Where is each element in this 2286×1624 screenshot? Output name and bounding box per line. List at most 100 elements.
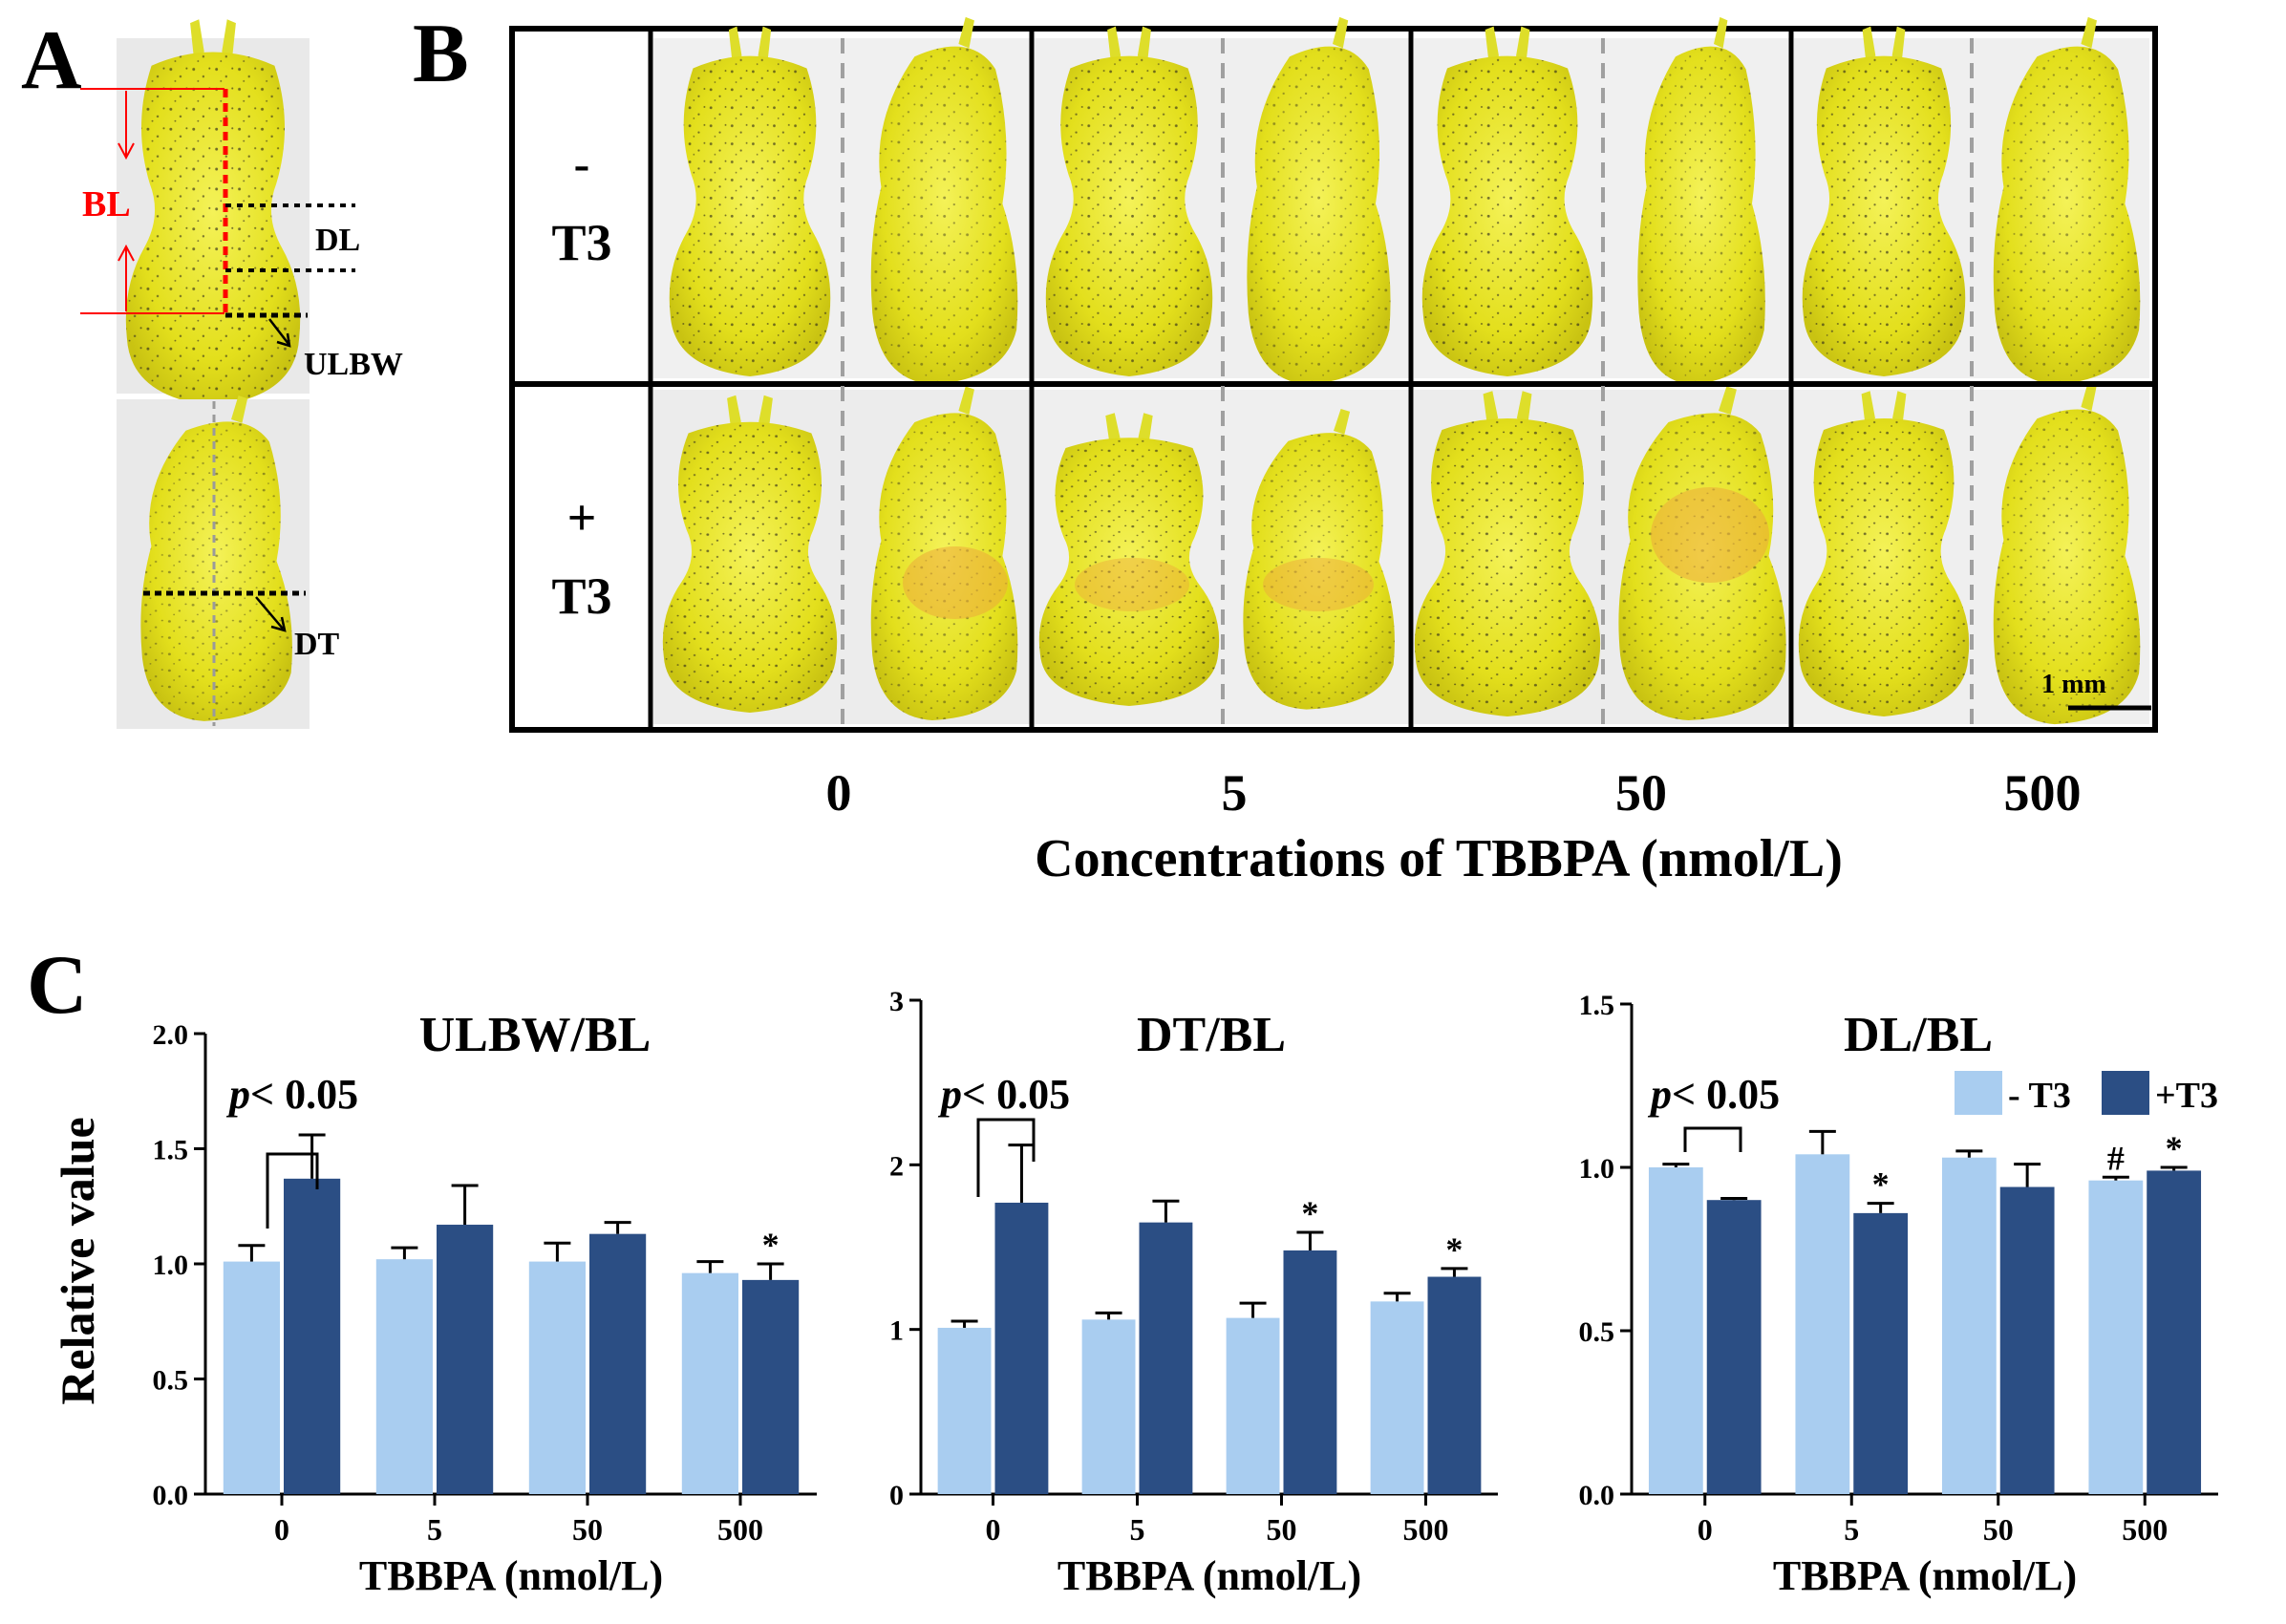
bar-minus-t3 <box>681 1272 738 1494</box>
x-tick-label: 0 <box>986 1512 1001 1547</box>
legend-swatch-minus-t3 <box>1955 1071 2002 1115</box>
chart-2: 0 1 2 3 0 5 50 * 500 * DT/BL TBBPA (nmol/L) p< 0.05 <box>889 986 1498 1599</box>
panel-b-xlabel: Concentrations of TBBPA (nmol/L) <box>1035 829 1843 888</box>
row1-name: T3 <box>551 214 611 271</box>
label-ulbw: ULBW <box>304 347 403 382</box>
panel-b-letter: B <box>413 8 469 100</box>
conc-label-50: 50 <box>1615 764 1667 822</box>
x-tick-label: 50 <box>572 1512 603 1547</box>
y-tick-label: 1.5 <box>153 1135 189 1166</box>
y-tick-label: 0.0 <box>153 1480 189 1511</box>
y-tick-label: 1.5 <box>1579 990 1615 1021</box>
bar-plus-t3 <box>1283 1250 1337 1494</box>
bar-minus-t3 <box>1648 1167 1703 1494</box>
significance-bracket <box>1683 1126 1742 1152</box>
x-tick-label: 5 <box>427 1512 442 1547</box>
label-dl: DL <box>315 223 360 258</box>
bar-minus-t3 <box>1941 1157 1997 1494</box>
bar-plus-t3 <box>994 1202 1049 1494</box>
legend-label-plus-t3: +T3 <box>2155 1076 2218 1116</box>
conc-label-0: 0 <box>826 764 852 822</box>
bar-plus-t3 <box>1427 1276 1482 1494</box>
legend: - T3 +T3 <box>1955 1071 2218 1116</box>
y-tick-label: 0.5 <box>1579 1316 1615 1348</box>
bar-minus-t3 <box>1226 1317 1280 1494</box>
bar-plus-t3 <box>589 1233 647 1494</box>
bar-plus-t3 <box>2147 1170 2202 1494</box>
significance-mark: # <box>2107 1139 2125 1177</box>
panel-b-photos <box>653 16 2149 725</box>
bar-minus-t3 <box>937 1327 992 1494</box>
scale-bar-label: 1 mm <box>2041 670 2106 699</box>
y-tick-label: 0.5 <box>153 1365 189 1397</box>
bar-minus-t3 <box>375 1259 433 1494</box>
y-tick-label: 3 <box>889 986 904 1017</box>
row2-name: T3 <box>551 567 611 625</box>
x-axis-label: TBBPA (nmol/L) <box>1058 1552 1361 1599</box>
label-bl: BL <box>82 184 131 224</box>
significance-mark: * <box>2166 1129 2183 1167</box>
x-axis-label: TBBPA (nmol/L) <box>1773 1552 2077 1599</box>
bar-minus-t3 <box>528 1261 586 1494</box>
y-tick-label: 1 <box>889 1315 904 1347</box>
bar-plus-t3 <box>1853 1212 1909 1494</box>
bar-plus-t3 <box>1139 1222 1193 1494</box>
bar-plus-t3 <box>1999 1186 2055 1494</box>
bar-minus-t3 <box>223 1261 280 1494</box>
panel-b-grid <box>509 16 2158 733</box>
x-tick-label: 5 <box>1844 1512 1859 1547</box>
significance-mark: * <box>1445 1230 1463 1269</box>
x-tick-label: 5 <box>1130 1512 1145 1547</box>
y-tick-label: 0 <box>889 1480 904 1511</box>
significance-bracket <box>976 1118 1036 1197</box>
row1-sign: - <box>574 137 590 190</box>
conc-label-500: 500 <box>2004 764 2082 822</box>
x-tick-label: 500 <box>2122 1512 2168 1547</box>
bar-plus-t3 <box>437 1225 494 1494</box>
y-tick-label: 2.0 <box>153 1019 189 1051</box>
panel-a-letter: A <box>21 14 82 107</box>
significance-mark: * <box>1301 1194 1318 1232</box>
x-tick-label: 50 <box>1267 1512 1297 1547</box>
row2-sign: + <box>567 489 597 546</box>
y-tick-label: 1.0 <box>153 1250 189 1281</box>
y-tick-label: 0.0 <box>1579 1480 1615 1511</box>
panel-a-lateral-photo <box>117 395 310 729</box>
significance-mark: * <box>1872 1165 1890 1204</box>
label-dt: DT <box>294 627 340 662</box>
chart-1: 0.0 0.5 1.0 1.5 2.0 0 5 50 500 * ULBW/BL TBBPA (nmo… <box>153 1008 817 1599</box>
x-tick-label: 500 <box>1403 1512 1449 1547</box>
bar-minus-t3 <box>1081 1319 1136 1494</box>
x-tick-label: 500 <box>717 1512 763 1547</box>
conc-label-5: 5 <box>1222 764 1248 822</box>
x-tick-label: 0 <box>1698 1512 1713 1547</box>
x-axis-label: TBBPA (nmol/L) <box>359 1552 663 1599</box>
p-value-annotation: p< 0.05 <box>225 1071 358 1118</box>
chart-3: 0.0 0.5 1.0 1.5 0 5 * 50 500 # * DL/BL TBBPA (nmol/L… <box>1579 990 2218 1599</box>
x-tick-label: 0 <box>274 1512 289 1547</box>
chart-title: DT/BL <box>1137 1008 1286 1062</box>
chart-title: ULBW/BL <box>419 1008 652 1062</box>
significance-mark: * <box>762 1226 780 1264</box>
bar-plus-t3 <box>284 1178 341 1494</box>
legend-swatch-plus-t3 <box>2102 1071 2149 1115</box>
bar-plus-t3 <box>1706 1200 1762 1494</box>
bar-minus-t3 <box>1795 1154 1850 1494</box>
significance-bracket <box>266 1152 319 1229</box>
panel-c-letter: C <box>27 939 88 1032</box>
p-value-annotation: p< 0.05 <box>937 1071 1070 1118</box>
bar-minus-t3 <box>2088 1180 2144 1494</box>
panel-c-ylabel: Relative value <box>51 1117 104 1404</box>
legend-label-minus-t3: - T3 <box>2008 1076 2071 1116</box>
bar-plus-t3 <box>742 1279 800 1494</box>
panel-a-measurements <box>80 88 355 632</box>
y-tick-label: 1.0 <box>1579 1153 1615 1185</box>
p-value-annotation: p< 0.05 <box>1647 1071 1780 1118</box>
x-tick-label: 50 <box>1983 1512 2014 1547</box>
panel-a-dorsal-photo <box>117 19 310 407</box>
bar-minus-t3 <box>1370 1301 1424 1494</box>
y-tick-label: 2 <box>889 1150 904 1182</box>
chart-title: DL/BL <box>1844 1008 1993 1062</box>
